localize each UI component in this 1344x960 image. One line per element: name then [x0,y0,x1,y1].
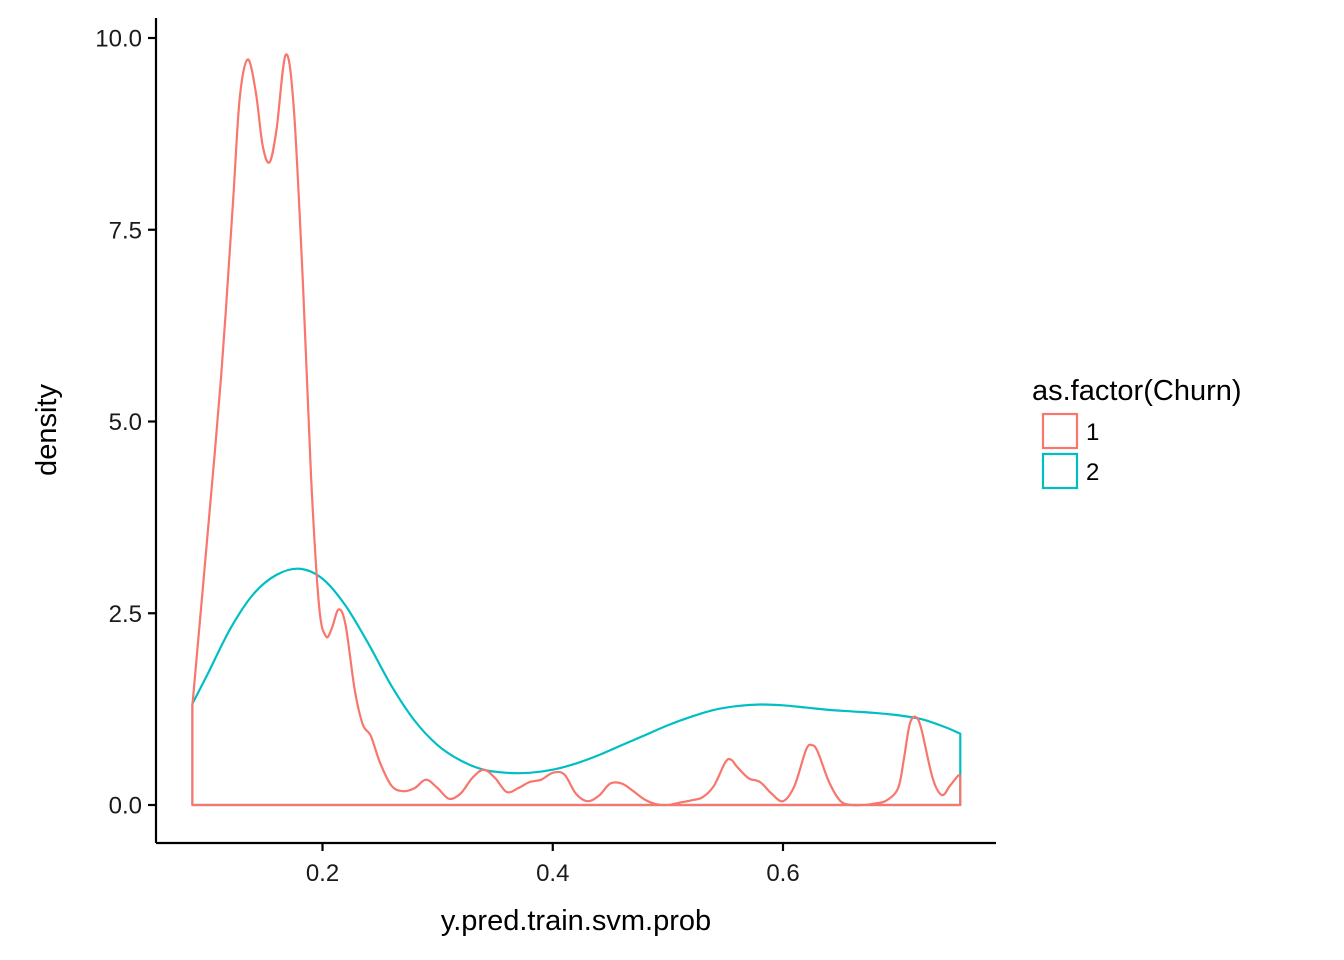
density-curves [191,53,962,807]
x-axis-ticks: 0.2 0.4 0.6 [306,843,800,887]
legend-label-1: 1 [1086,419,1099,446]
x-tick-label: 0.4 [536,860,569,887]
legend-key-1 [1041,412,1079,450]
density-curve-series-1 [191,53,962,807]
density-curve-series-2 [191,567,962,807]
axes [154,18,996,845]
y-tick-label: 7.5 [109,217,142,244]
y-tick-label: 2.5 [109,601,142,628]
y-tick-label: 0.0 [109,793,142,820]
y-tick-label: 10.0 [95,26,142,53]
legend-title: as.factor(Churn) [1032,375,1242,407]
x-tick-label: 0.2 [306,860,339,887]
legend-key-2 [1041,452,1079,490]
legend: as.factor(Churn) 1 2 [1032,375,1242,490]
y-tick-label: 5.0 [109,409,142,436]
legend-label-2: 2 [1086,459,1099,486]
y-axis-title: density [31,384,63,476]
x-axis-title: y.pred.train.svm.prob [441,905,711,937]
y-axis-ticks: 0.0 2.5 5.0 7.5 10.0 [95,26,156,820]
x-tick-label: 0.6 [766,860,799,887]
